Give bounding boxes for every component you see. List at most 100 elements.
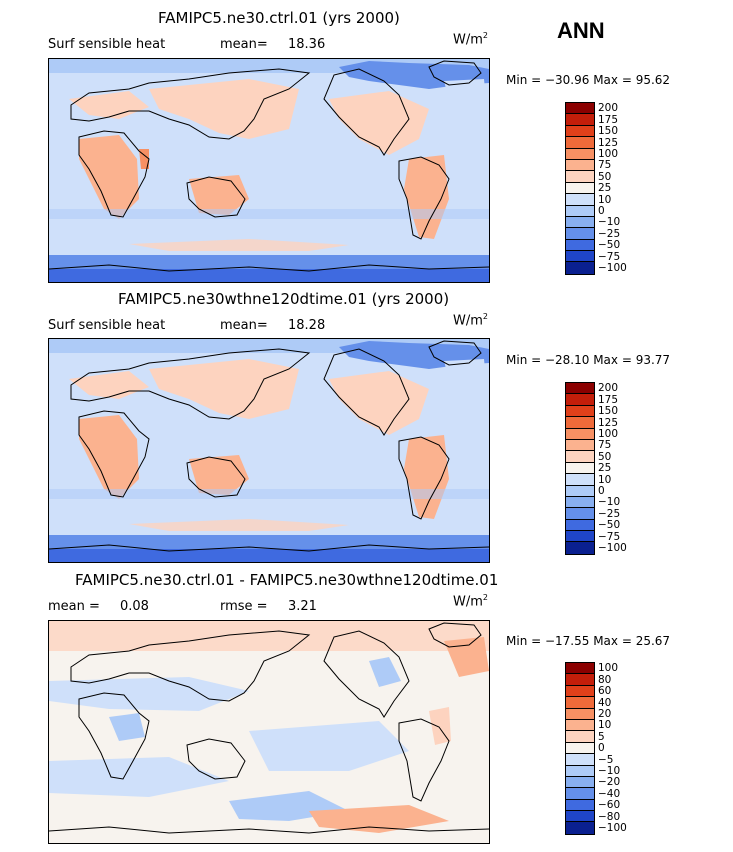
season-label: ANN (557, 18, 605, 43)
colorbar-swatch (566, 531, 594, 543)
colorbar-swatch (566, 822, 594, 834)
colorbar-swatch (566, 508, 594, 520)
colorbar-swatch (566, 228, 594, 240)
colorbar-level-label: 80 (598, 673, 612, 686)
panel1-field-label: Surf sensible heat (48, 37, 166, 52)
colorbar-swatch (566, 719, 594, 732)
colorbar-swatch (566, 137, 594, 149)
colorbar-swatch (566, 462, 594, 475)
panel2-field-label: Surf sensible heat (48, 318, 166, 333)
colorbar-level-label: 25 (598, 182, 612, 195)
colorbar-swatch (566, 182, 594, 195)
colorbar-swatch (566, 799, 594, 812)
colorbar-swatch (566, 485, 594, 497)
panel1-colorbar (565, 102, 595, 275)
colorbar-swatch (566, 439, 594, 452)
colorbar-swatch (566, 663, 594, 675)
colorbar-swatch (566, 148, 594, 160)
colorbar-level-label: 60 (598, 685, 612, 698)
panel2-title: FAMIPC5.ne30wthne120dtime.01 (yrs 2000) (118, 290, 450, 308)
panel3-mean-label: mean = (48, 599, 100, 614)
colorbar-swatch (566, 776, 594, 789)
colorbar-level-label: −50 (598, 519, 621, 532)
colorbar-level-label: 50 (598, 170, 612, 183)
colorbar-swatch (566, 697, 594, 709)
colorbar-swatch (566, 754, 594, 766)
colorbar-level-label: 200 (598, 382, 619, 395)
colorbar-level-label: 100 (598, 428, 619, 440)
colorbar-swatch (566, 428, 594, 440)
colorbar-level-label: 20 (598, 708, 612, 720)
panel1-map (48, 58, 490, 283)
panel3-map (48, 620, 490, 844)
colorbar-level-label: 100 (598, 148, 619, 160)
colorbar-swatch (566, 451, 594, 463)
colorbar-level-label: −20 (598, 776, 621, 789)
panel2-units: W/m2 (453, 312, 488, 329)
colorbar-level-label: 10 (598, 193, 612, 206)
colorbar-swatch (566, 765, 594, 777)
panel3-rmse-label: rmse = (220, 599, 268, 614)
colorbar-swatch (566, 685, 594, 698)
colorbar-swatch (566, 194, 594, 206)
colorbar-level-label: 25 (598, 462, 612, 475)
colorbar-level-label: −10 (598, 496, 621, 509)
colorbar-swatch (566, 496, 594, 509)
colorbar-swatch (566, 519, 594, 532)
panel3-mean-value: 0.08 (120, 599, 149, 614)
panel3-colorbar (565, 662, 595, 835)
colorbar-level-label: −10 (598, 216, 621, 229)
colorbar-swatch (566, 788, 594, 800)
colorbar-swatch (566, 125, 594, 138)
colorbar-level-label: −75 (598, 250, 621, 263)
colorbar-swatch (566, 742, 594, 755)
colorbar-swatch (566, 674, 594, 686)
colorbar-swatch (566, 708, 594, 720)
colorbar-swatch (566, 474, 594, 486)
colorbar-swatch (566, 171, 594, 183)
colorbar-level-label: 150 (598, 125, 619, 138)
panel1-map-field (49, 59, 489, 282)
colorbar-level-label: 10 (598, 473, 612, 486)
panel2-colorbar (565, 382, 595, 555)
colorbar-level-label: −80 (598, 810, 621, 823)
colorbar-level-label: 5 (598, 730, 605, 743)
panel2-map (48, 338, 490, 563)
colorbar-level-label: −50 (598, 239, 621, 252)
colorbar-level-label: 0 (598, 485, 605, 497)
colorbar-swatch (566, 405, 594, 418)
colorbar-level-label: −100 (598, 822, 627, 834)
colorbar-swatch (566, 383, 594, 395)
colorbar-level-label: −25 (598, 227, 621, 240)
colorbar-level-label: −5 (598, 753, 614, 766)
colorbar-swatch (566, 103, 594, 115)
colorbar-swatch (566, 239, 594, 252)
colorbar-swatch (566, 262, 594, 274)
colorbar-level-label: 50 (598, 450, 612, 463)
panel2-minmax: Min = −28.10 Max = 93.77 (506, 353, 671, 367)
panel2-map-field (49, 339, 489, 562)
colorbar-swatch (566, 417, 594, 429)
colorbar-level-label: 150 (598, 405, 619, 418)
panel1-units: W/m2 (453, 31, 488, 48)
colorbar-level-label: 40 (598, 696, 612, 709)
colorbar-level-label: −40 (598, 787, 621, 800)
panel1-mean-label: mean= (220, 37, 268, 52)
colorbar-swatch (566, 251, 594, 263)
panel3-title: FAMIPC5.ne30.ctrl.01 - FAMIPC5.ne30wthne… (75, 571, 499, 589)
colorbar-swatch (566, 731, 594, 743)
panel3-map-field (49, 621, 489, 843)
colorbar-swatch (566, 216, 594, 229)
colorbar-level-label: −100 (598, 542, 627, 554)
colorbar-level-label: 125 (598, 136, 619, 149)
colorbar-level-label: 100 (598, 662, 619, 675)
panel3-minmax: Min = −17.55 Max = 25.67 (506, 634, 671, 648)
colorbar-level-label: −10 (598, 765, 621, 777)
panel3-units: W/m2 (453, 593, 488, 610)
colorbar-swatch (566, 159, 594, 172)
colorbar-level-label: 0 (598, 742, 605, 755)
colorbar-level-label: −25 (598, 507, 621, 520)
colorbar-level-label: 175 (598, 113, 619, 126)
panel1-title: FAMIPC5.ne30.ctrl.01 (yrs 2000) (158, 9, 400, 27)
colorbar-level-label: 125 (598, 416, 619, 429)
